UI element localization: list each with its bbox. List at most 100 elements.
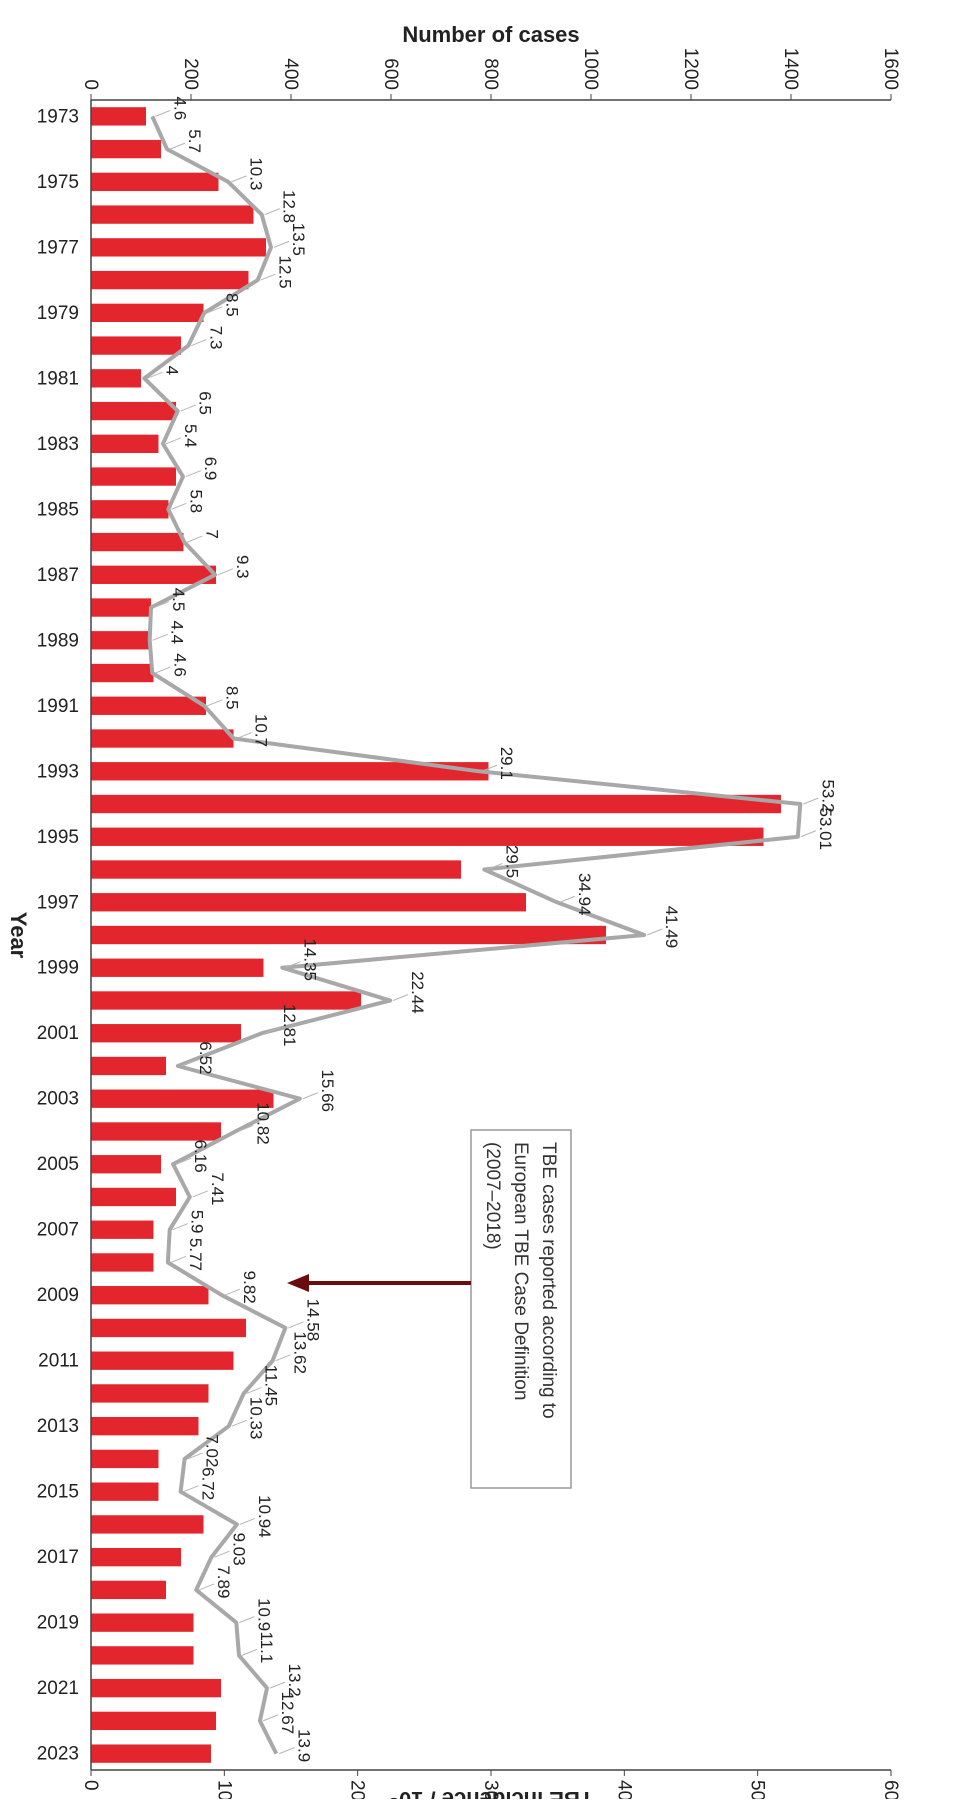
bar-1979 — [91, 303, 204, 323]
bar-2002 — [91, 1056, 166, 1076]
data-label-leader — [172, 1223, 188, 1231]
y-tick-label: 200 — [180, 58, 201, 90]
data-label-leader — [187, 535, 203, 543]
x-tick-label: 2009 — [37, 1285, 79, 1306]
bar-1974 — [91, 139, 161, 159]
y2-tick-label: 0 — [80, 1780, 101, 1791]
data-label-leader — [800, 830, 816, 838]
data-label-2017: 9.03 — [229, 1533, 248, 1566]
y-tick-label: 800 — [480, 58, 501, 90]
x-tick-label: 1987 — [37, 565, 79, 586]
x-tick-label: 1993 — [37, 761, 79, 782]
data-label-leader — [487, 863, 503, 870]
data-label-1987: 9.3 — [233, 555, 252, 579]
bar-2008 — [91, 1253, 154, 1272]
data-label-leader — [264, 208, 280, 216]
bar-2013 — [91, 1417, 199, 1436]
bar-1977 — [91, 238, 266, 257]
data-label-leader — [302, 1092, 318, 1100]
bar-2021 — [91, 1678, 221, 1698]
bar-1984 — [91, 467, 176, 486]
y2-tick-label: 20 — [347, 1780, 368, 1799]
data-label-leader — [152, 633, 168, 641]
x-tick-label: 1989 — [37, 630, 79, 651]
x-tick-label: 1997 — [37, 892, 79, 913]
y-tick-label: 0 — [80, 79, 101, 90]
x-tick-label: 1981 — [37, 368, 79, 389]
data-label-1976: 12.8 — [280, 190, 299, 223]
data-label-leader — [481, 764, 498, 772]
data-label-leader — [803, 797, 819, 805]
annotation-line-1: TBE cases reported according to — [538, 1142, 559, 1419]
x-tick-label: 2001 — [37, 1023, 79, 1044]
y-tick-label: 1600 — [880, 48, 901, 90]
x-tick-label: 2005 — [37, 1154, 79, 1175]
bar-2019 — [91, 1613, 194, 1632]
bar-1986 — [91, 532, 184, 552]
data-label-leader — [180, 1059, 197, 1067]
x-tick-label: 2023 — [37, 1744, 79, 1765]
bar-2003 — [91, 1089, 274, 1108]
data-label-leader — [153, 601, 170, 609]
bar-1981 — [91, 369, 141, 388]
x-tick-label: 2017 — [37, 1547, 79, 1568]
data-label-2011: 13.62 — [291, 1331, 310, 1374]
data-label-1996: 29.5 — [502, 845, 521, 878]
data-label-1973: 4.6 — [170, 97, 189, 121]
annotation-box — [470, 1129, 572, 1489]
y2-tick-label: 40 — [613, 1780, 634, 1799]
y2-tick-label: 50 — [747, 1780, 768, 1799]
data-label-2022: 12.67 — [278, 1692, 297, 1735]
bar-2000 — [91, 991, 361, 1010]
data-label-leader — [279, 1747, 295, 1755]
data-label-2015: 6.72 — [199, 1467, 218, 1500]
data-label-2003: 15.66 — [318, 1069, 337, 1112]
x-tick-label: 1983 — [37, 434, 79, 455]
data-label-2018: 7.89 — [214, 1565, 233, 1598]
bar-2023 — [91, 1744, 211, 1763]
data-label-1985: 5.8 — [186, 489, 205, 513]
bar-1989 — [91, 631, 151, 650]
data-label-leader — [231, 175, 247, 183]
data-label-1997: 34.94 — [575, 873, 594, 916]
data-label-leader — [231, 1419, 247, 1427]
x-tick-label: 1979 — [37, 303, 79, 324]
data-label-leader — [214, 1550, 230, 1558]
annotation-line-2: European TBE Case Definition — [510, 1142, 531, 1400]
y2-tick-label: 10 — [213, 1780, 234, 1799]
data-label-leader — [224, 1288, 241, 1296]
data-label-leader — [207, 306, 223, 314]
x-tick-label: 2003 — [37, 1089, 79, 1110]
data-label-2008: 5.77 — [186, 1238, 205, 1271]
x-tick-label: 1995 — [37, 827, 79, 848]
y-tick-label: 1400 — [780, 48, 801, 90]
data-label-leader — [647, 928, 663, 936]
data-label-leader — [155, 109, 171, 117]
bar-1982 — [91, 401, 176, 421]
bar-1991 — [91, 696, 206, 715]
annotation-arrowhead — [287, 1274, 309, 1292]
bar-2007 — [91, 1220, 154, 1239]
data-label-leader — [238, 1125, 254, 1132]
data-label-leader — [207, 699, 223, 707]
bar-2022 — [91, 1711, 216, 1731]
data-label-1983: 5.4 — [181, 424, 200, 448]
bar-1988 — [91, 598, 151, 617]
data-label-1980: 7.3 — [206, 326, 225, 350]
data-label-2005: 6.16 — [191, 1140, 210, 1173]
data-label-leader — [192, 1190, 208, 1198]
data-label-leader — [236, 732, 252, 739]
chart-axes: 0 200 400 600 800 1000 1200 1400 1600 0 10 20 30 40 50… — [6, 22, 901, 1804]
data-label-1994: 53.2 — [818, 779, 837, 812]
data-label-2023: 13.9 — [294, 1729, 313, 1762]
data-label-2012: 11.45 — [262, 1365, 281, 1406]
data-label-leader — [217, 568, 234, 576]
data-label-leader — [155, 666, 171, 674]
data-label-2004: 10.82 — [253, 1102, 272, 1145]
data-label-2021: 13.2 — [285, 1664, 304, 1697]
y2-tick-label: 60 — [880, 1780, 901, 1799]
data-label-1975: 10.3 — [246, 157, 265, 190]
bar-2004 — [91, 1122, 221, 1141]
